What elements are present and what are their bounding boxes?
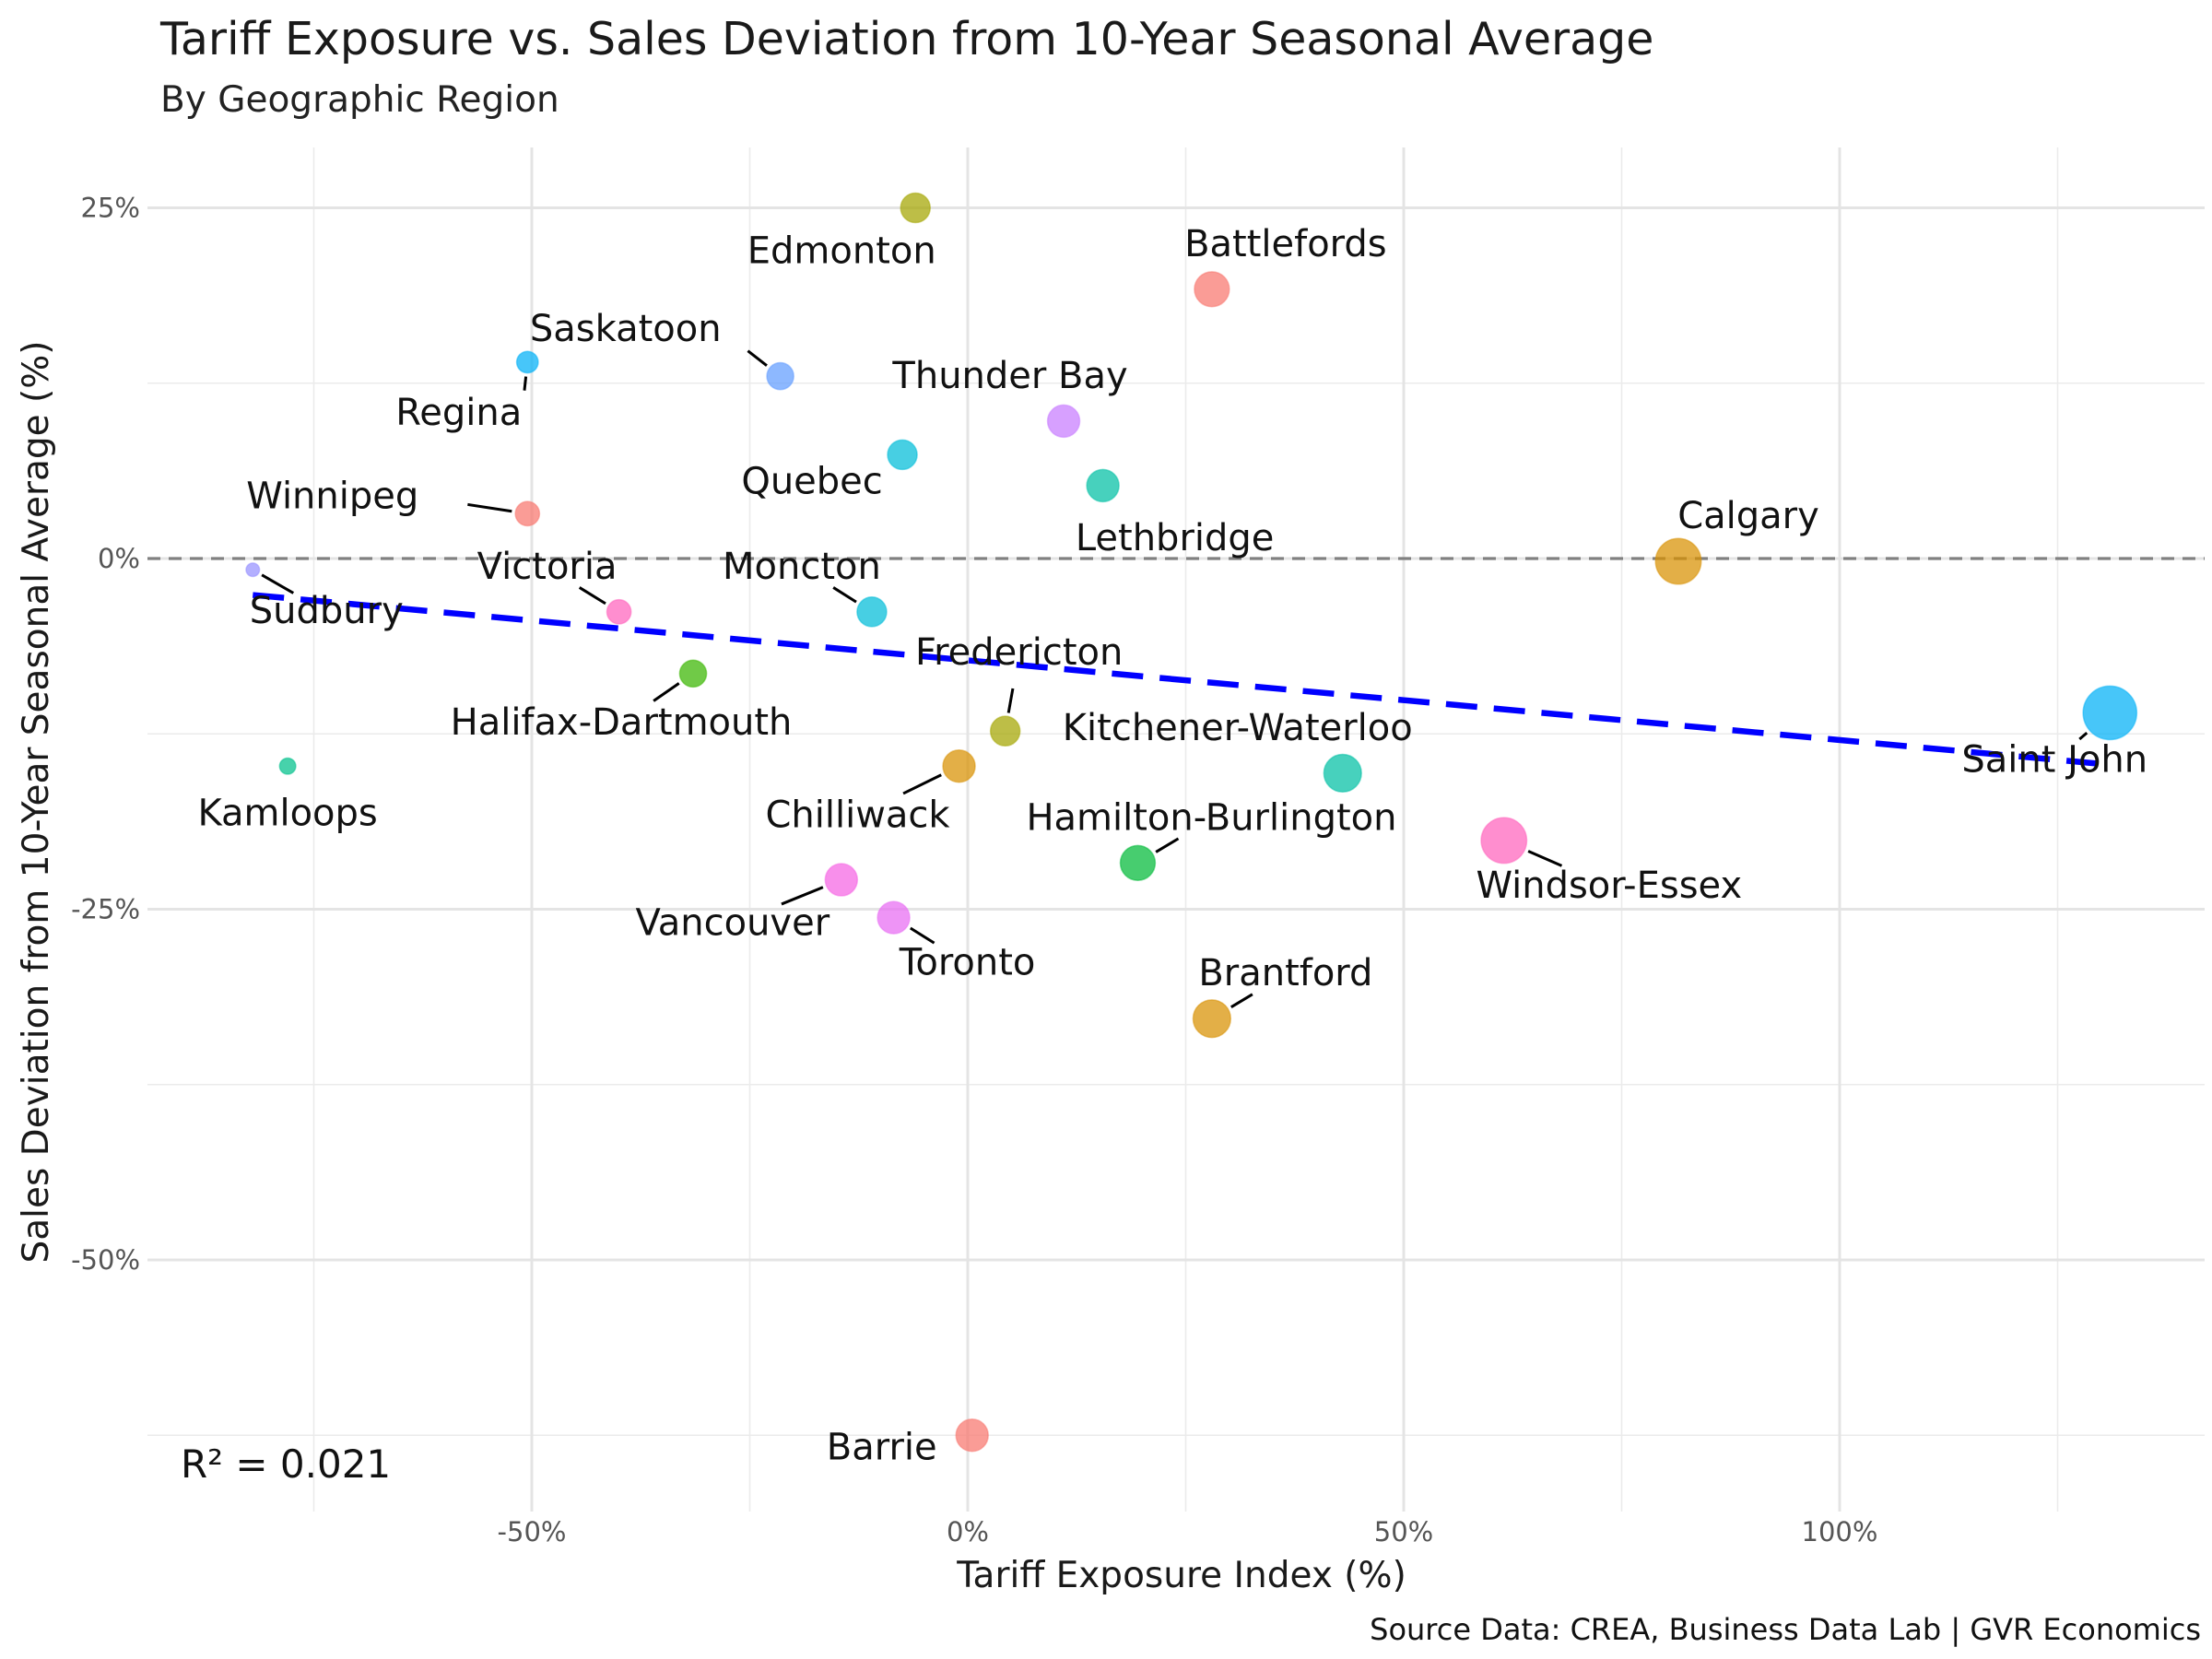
- point-regina: [515, 350, 539, 374]
- source-caption: Source Data: CREA, Business Data Lab | G…: [1370, 1612, 2201, 1647]
- label-saskatoon: Saskatoon: [530, 308, 722, 350]
- label-fredericton: Fredericton: [915, 631, 1123, 674]
- point-hamilton-burlington: [1119, 844, 1157, 881]
- point-windsor-essex: [1480, 817, 1528, 865]
- point-sudbury: [245, 562, 261, 578]
- leader-line-moncton: [832, 586, 857, 604]
- chart-subtitle: By Geographic Region: [160, 79, 559, 121]
- leader-line-saint-john: [2078, 731, 2088, 741]
- point-thunder-bay: [1046, 404, 1081, 439]
- leader-line-halifax-dartmouth: [653, 682, 680, 702]
- grid-layer: [147, 147, 2205, 1512]
- y-axis-title: Sales Deviation from 10-Year Seasonal Av…: [16, 340, 57, 1263]
- point-moncton: [856, 596, 888, 628]
- point-toronto: [877, 900, 911, 935]
- label-windsor-essex: Windsor-Essex: [1476, 865, 1742, 907]
- leader-line-chilliwack: [902, 773, 942, 795]
- x-tick-label: -50%: [498, 1516, 567, 1547]
- label-victoria: Victoria: [477, 546, 618, 588]
- point-kitchener-waterloo: [1323, 753, 1362, 794]
- leader-line-vancouver: [781, 886, 824, 906]
- y-tick-label: -25%: [71, 894, 140, 925]
- leader-line-winnipeg: [467, 502, 512, 513]
- label-lethbridge: Lethbridge: [1076, 517, 1275, 559]
- point-battlefords: [1194, 271, 1230, 308]
- label-saint-john: Saint John: [1961, 738, 2147, 781]
- point-vancouver: [824, 863, 859, 897]
- point-layer: [245, 192, 2138, 1453]
- point-fredericton: [989, 715, 1021, 747]
- chart-title: Tariff Exposure vs. Sales Deviation from…: [160, 13, 1654, 65]
- point-chilliwack: [942, 749, 976, 783]
- leader-line-victoria: [578, 586, 606, 606]
- label-regina: Regina: [395, 392, 522, 434]
- label-barrie: Barrie: [827, 1426, 937, 1468]
- y-tick-label: -50%: [71, 1244, 140, 1276]
- leader-line-brantford: [1230, 993, 1253, 1008]
- y-tick-label: 25%: [81, 193, 140, 224]
- point-kamloops: [278, 757, 297, 775]
- label-sudbury: Sudbury: [250, 590, 404, 632]
- label-chilliwack: Chilliwack: [765, 794, 950, 836]
- label-thunder-bay: Thunder Bay: [891, 355, 1127, 397]
- point-calgary: [1654, 537, 1702, 585]
- point-barrie: [955, 1418, 989, 1453]
- x-tick-label: 100%: [1802, 1516, 1878, 1547]
- leader-line-saskatoon: [747, 349, 768, 367]
- point-saskatoon: [766, 361, 794, 391]
- reference-layer: [147, 557, 2205, 768]
- label-calgary: Calgary: [1677, 495, 1819, 537]
- leader-line-windsor-essex: [1527, 850, 1563, 867]
- point-winnipeg: [514, 500, 541, 527]
- label-quebec: Quebec: [741, 460, 882, 502]
- label-kitchener-waterloo: Kitchener-Waterloo: [1063, 707, 1413, 749]
- label-vancouver: Vancouver: [635, 902, 830, 945]
- x-tick-label: 0%: [947, 1516, 989, 1547]
- r-squared-annotation: R² = 0.021: [181, 1441, 391, 1487]
- leader-line-sudbury: [261, 573, 295, 594]
- trend-line: [252, 592, 2111, 768]
- label-kamloops: Kamloops: [197, 792, 377, 834]
- point-victoria: [606, 598, 632, 625]
- point-edmonton: [900, 192, 932, 224]
- label-winnipeg: Winnipeg: [246, 475, 418, 517]
- leader-line-toronto: [910, 926, 935, 945]
- label-moncton: Moncton: [723, 546, 881, 588]
- label-edmonton: Edmonton: [747, 230, 936, 273]
- label-toronto: Toronto: [899, 942, 1036, 984]
- point-saint-john: [2082, 685, 2138, 741]
- label-battlefords: Battlefords: [1184, 223, 1387, 265]
- leader-line-regina: [523, 376, 528, 391]
- leader-line-hamilton-burlington: [1155, 837, 1180, 853]
- label-brantford: Brantford: [1198, 952, 1372, 994]
- leader-line-fredericton: [1006, 688, 1015, 713]
- leader-line-layer: [261, 349, 2088, 1008]
- point-lethbridge: [1086, 468, 1120, 503]
- label-halifax-dartmouth: Halifax-Dartmouth: [451, 701, 793, 744]
- x-axis-title: Tariff Exposure Index (%): [956, 1555, 1406, 1596]
- label-hamilton-burlington: Hamilton-Burlington: [1026, 796, 1396, 839]
- x-tick-label: 50%: [1374, 1516, 1433, 1547]
- y-tick-label: 0%: [98, 543, 140, 574]
- point-quebec: [887, 439, 918, 471]
- axis-layer: -50% 0% 50% 100% 25% 0% -25% -50%: [71, 193, 1877, 1548]
- point-halifax-dartmouth: [678, 659, 708, 688]
- point-brantford: [1192, 999, 1232, 1039]
